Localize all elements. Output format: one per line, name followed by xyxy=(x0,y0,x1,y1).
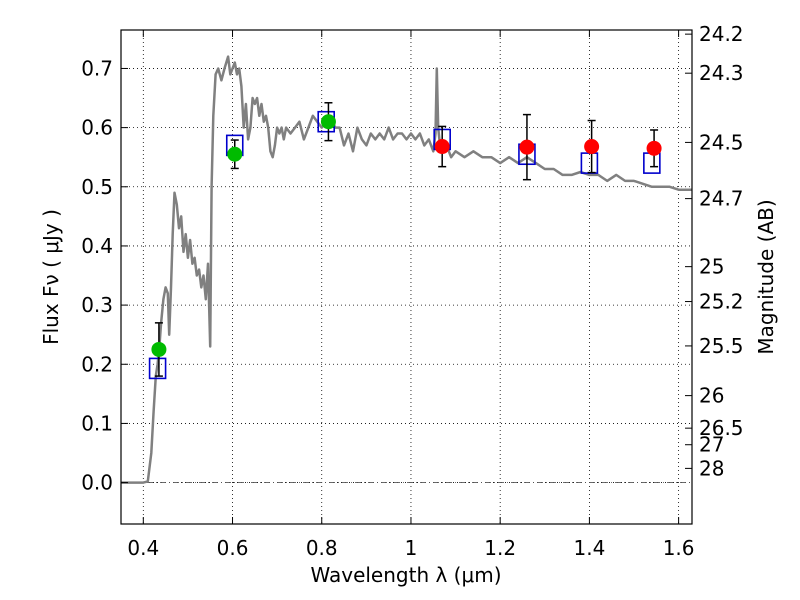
magnitude-tick-label: 26 xyxy=(699,384,724,408)
y-tick-label: 0.7 xyxy=(81,56,113,80)
x-tick-label: 0.8 xyxy=(306,536,338,560)
x-tick-label: 1.6 xyxy=(663,536,695,560)
green-data-point xyxy=(320,114,336,130)
y-tick-label: 0.0 xyxy=(81,471,113,495)
y-axis-title: Flux Fν ( μJy ) xyxy=(39,209,63,345)
x-axis-title: Wavelength λ (μm) xyxy=(310,563,501,587)
magnitude-tick-label: 27 xyxy=(699,433,724,457)
x-tick-label: 0.4 xyxy=(127,536,159,560)
red-data-point xyxy=(646,140,662,156)
y-tick-label: 0.5 xyxy=(81,175,113,199)
y-tick-label: 0.2 xyxy=(81,352,113,376)
x-tick-label: 1.2 xyxy=(484,536,516,560)
green-data-point xyxy=(151,341,167,357)
green-data-point xyxy=(227,146,243,162)
magnitude-tick-label: 24.5 xyxy=(699,130,744,154)
observed-points-group xyxy=(151,114,662,357)
axis-ticks xyxy=(121,30,692,524)
magnitude-tick-label: 26.5 xyxy=(699,416,744,440)
magnitude-tick-label: 24.2 xyxy=(699,22,744,46)
model-photometry-square xyxy=(148,357,167,380)
x-tick-label: 1 xyxy=(405,536,418,560)
y-tick-labels: 0.0 0.1 0.2 0.3 0.4 0.5 0.6 0.7 xyxy=(81,56,113,494)
model-spectrum-group xyxy=(121,55,692,484)
red-data-point xyxy=(584,139,600,155)
red-data-point xyxy=(519,139,535,155)
magnitude-tick-label: 24.7 xyxy=(699,187,744,211)
y-tick-label: 0.6 xyxy=(81,116,113,140)
red-data-point xyxy=(434,139,450,155)
x-tick-labels: 0.4 0.6 0.8 1 1.2 1.4 1.6 xyxy=(127,536,694,560)
model-spectrum-line xyxy=(121,55,692,484)
x-tick-label: 0.6 xyxy=(217,536,249,560)
magnitude-tick-label: 25.2 xyxy=(699,290,744,314)
magnitude-tick-label: 28 xyxy=(699,456,724,480)
magnitude-tick-label: 25 xyxy=(699,255,724,279)
plot-frame xyxy=(120,29,693,525)
x-tick-label: 1.4 xyxy=(573,536,605,560)
y-tick-label: 0.4 xyxy=(81,234,113,258)
y-tick-label: 0.1 xyxy=(81,411,113,435)
y2-axis-title: Magnitude (AB) xyxy=(754,199,778,354)
magnitude-tick-label: 24.3 xyxy=(699,61,744,85)
magnitude-tick-label: 25.5 xyxy=(699,334,744,358)
y-tick-label: 0.3 xyxy=(81,293,113,317)
